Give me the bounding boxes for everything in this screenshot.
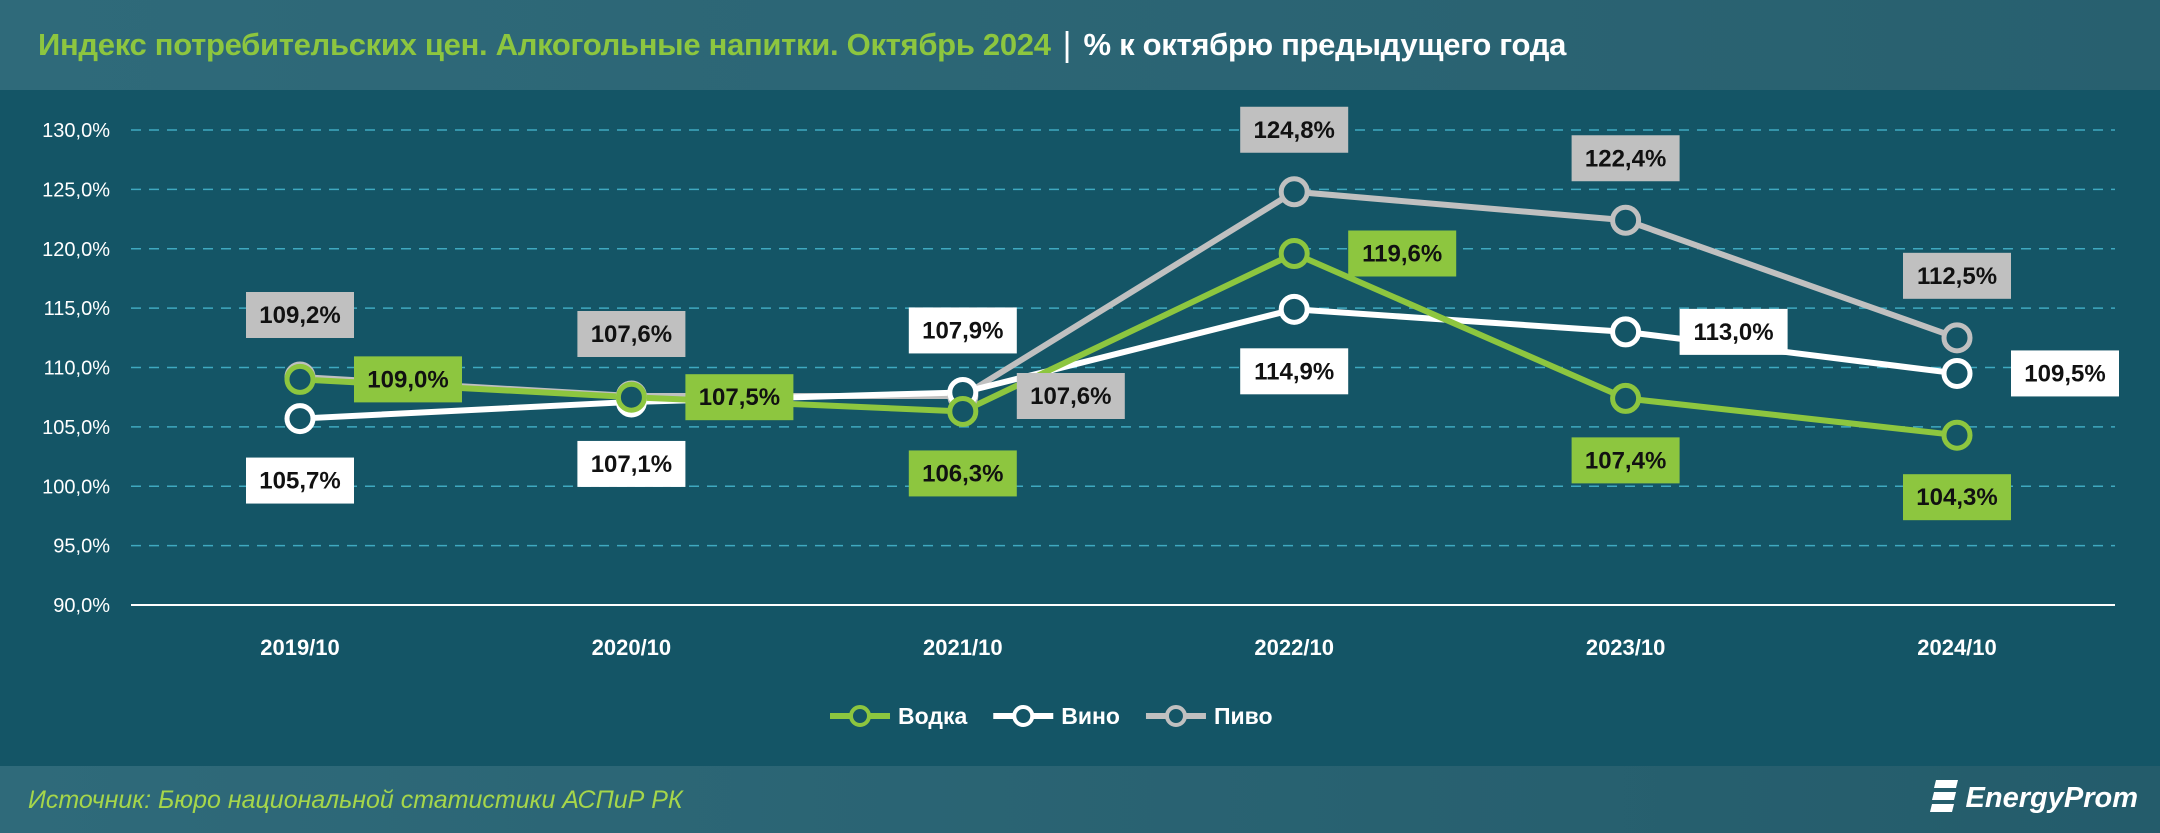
data-point — [1278, 176, 1310, 208]
data-label-box — [246, 292, 354, 338]
data-label-box — [2011, 350, 2119, 397]
legend-label: Вино — [1061, 703, 1120, 729]
x-tick-label: 2019/10 — [260, 635, 340, 660]
legend-item: Пиво — [1145, 703, 1273, 729]
series-line-Пиво — [299, 188, 1959, 399]
data-label: 106,3% — [922, 460, 1003, 487]
y-tick-label: 95,0% — [53, 536, 110, 558]
legend-label: Пиво — [1214, 703, 1273, 729]
data-point — [1610, 382, 1642, 414]
data-label: 109,2% — [259, 302, 340, 329]
data-point — [615, 381, 647, 413]
chart-header: Индекс потребительских цен. Алкогольные … — [0, 0, 2160, 90]
data-label: 107,6% — [1030, 383, 1111, 410]
data-point — [1278, 238, 1310, 269]
line-chart: 90,0% 95,0% 100,0% 105,0% 110,0% 115,0% 120,0%… — [42, 106, 2119, 729]
y-tick-label: 125,0% — [42, 179, 110, 201]
x-tick-label: 2020/10 — [592, 635, 672, 660]
data-label-box — [1679, 308, 1788, 355]
data-label: 109,0% — [367, 366, 448, 393]
legend-marker — [1012, 705, 1035, 727]
chart-footer: Источник: Бюро национальной статистики А… — [0, 766, 2160, 833]
data-label: 105,7% — [259, 468, 340, 495]
title-separator: | — [1062, 25, 1072, 64]
y-tick-label: 105,0% — [42, 417, 110, 439]
data-label: 107,5% — [699, 384, 780, 411]
data-label-box — [908, 450, 1017, 497]
data-label: 107,4% — [1585, 447, 1666, 474]
data-point — [1941, 322, 1973, 354]
data-label: 107,9% — [922, 317, 1003, 344]
x-tick-label: 2021/10 — [923, 635, 1003, 660]
data-point — [1941, 419, 1973, 451]
source-note: Источник: Бюро национальной статистики А… — [28, 786, 683, 814]
x-tick-label: 2022/10 — [1254, 635, 1334, 660]
data-label-box — [354, 356, 462, 403]
data-point — [1610, 204, 1642, 236]
y-tick-label: 130,0% — [42, 120, 110, 142]
data-point — [284, 363, 316, 395]
energyprom-logo: EnergyProm — [1929, 778, 2138, 818]
data-label: 112,5% — [1917, 263, 1997, 290]
data-point — [1941, 357, 1973, 389]
y-tick-label: 110,0% — [44, 358, 111, 380]
data-label-box — [1903, 252, 2011, 299]
data-label-box — [1903, 474, 2011, 521]
chart-title: Индекс потребительских цен. Алкогольные … — [38, 27, 1051, 62]
data-label-box — [577, 440, 686, 487]
data-label-box — [1240, 106, 1349, 153]
y-tick-label: 100,0% — [42, 476, 110, 498]
data-label: 114,9% — [1254, 358, 1334, 385]
data-label-box — [685, 374, 794, 421]
legend-marker — [1164, 705, 1187, 727]
data-label-box — [1240, 348, 1349, 395]
data-label-box — [1016, 373, 1125, 419]
y-tick-label: 115,0% — [44, 298, 111, 320]
y-tick-label: 90,0% — [53, 595, 110, 617]
series-line-Водка — [299, 250, 1958, 439]
y-tick-label: 120,0% — [42, 239, 110, 261]
data-point — [284, 403, 316, 435]
x-tick-label: 2023/10 — [1586, 635, 1666, 660]
data-label: 113,0% — [1694, 319, 1774, 346]
legend-item: Водка — [830, 703, 967, 729]
x-tick-label: 2024/10 — [1917, 635, 1997, 660]
data-point — [1610, 316, 1642, 348]
data-label: 124,8% — [1253, 117, 1334, 144]
data-label-box — [246, 457, 354, 504]
data-point — [947, 395, 979, 427]
data-label: 104,3% — [1916, 484, 1997, 511]
data-label: 107,6% — [591, 321, 672, 348]
data-label-box — [908, 307, 1017, 354]
data-label: 122,4% — [1585, 145, 1666, 172]
data-label-box — [1571, 437, 1680, 484]
data-label: 107,1% — [591, 451, 672, 478]
legend-marker — [849, 705, 871, 727]
data-label: 109,5% — [2024, 360, 2105, 387]
data-label-box — [577, 311, 686, 357]
data-point — [1278, 293, 1310, 325]
data-label-box — [1348, 230, 1457, 277]
logo-icon — [1929, 780, 1958, 812]
data-label-box — [1571, 135, 1680, 182]
logo-text: EnergyProm — [1965, 781, 2138, 814]
chart-subtitle: % к октябрю предыдущего года — [1083, 27, 1567, 62]
legend-item: Вино — [993, 703, 1120, 729]
data-label: 119,6% — [1362, 241, 1442, 268]
legend-label: Водка — [898, 703, 967, 729]
